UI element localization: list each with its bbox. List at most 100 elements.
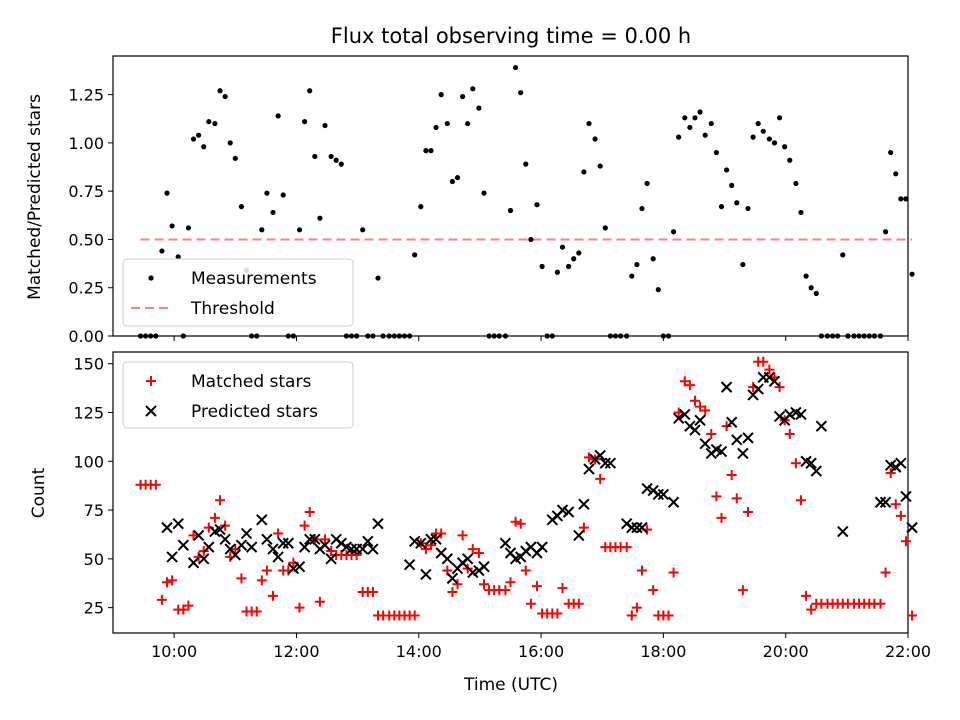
measurement-point [137, 333, 144, 339]
matched-stars-point [706, 428, 717, 439]
predicted-stars-point [272, 551, 284, 563]
measurement-point [444, 120, 450, 127]
measurement-point [275, 113, 281, 119]
predicted-stars-point [187, 557, 200, 569]
matched-stars-point [595, 473, 606, 484]
measurement-point [227, 140, 233, 146]
predicted-stars-point [446, 572, 459, 585]
measurement-point [829, 333, 836, 339]
predicted-stars-point [837, 525, 849, 538]
measurement-point [624, 333, 630, 339]
predicted-stars-point [815, 420, 828, 432]
measurement-point [153, 333, 159, 339]
measurement-point [882, 229, 889, 235]
predicted-stars-point [895, 457, 907, 469]
matched-stars-point [188, 530, 199, 541]
measurement-point [559, 244, 566, 250]
measurement-point [254, 333, 260, 339]
matched-stars-point [150, 479, 161, 490]
predicted-stars-point [177, 539, 190, 551]
measurement-point [581, 169, 587, 175]
measurement-point [835, 333, 841, 339]
predicted-stars-point [219, 533, 231, 546]
predicted-stars-point [657, 488, 670, 501]
matched-stars-point [457, 530, 468, 541]
predicted-stars-point [636, 521, 648, 534]
matched-stars-point [215, 495, 226, 506]
predicted-stars-point [699, 438, 711, 450]
measurement-point [650, 256, 656, 262]
measurement-point [375, 275, 381, 281]
measurement-point [360, 227, 366, 233]
matched-stars-point [742, 507, 753, 518]
matched-stars-point [167, 575, 178, 586]
measurement-point [861, 333, 867, 339]
measurement-point [571, 256, 577, 262]
measurement-point [169, 223, 175, 229]
measurement-point [459, 93, 466, 100]
predicted-stars-point [679, 408, 691, 421]
predicted-stars-point [293, 560, 306, 573]
measurement-point [660, 333, 666, 339]
bottom-x-tick-label: 22:00 [885, 642, 931, 661]
measurement-point [343, 333, 350, 339]
measurement-point [755, 120, 761, 127]
matched-stars-point [758, 356, 769, 367]
matched-stars-point [695, 401, 706, 412]
measurement-point [449, 178, 456, 185]
measurement-point [164, 190, 170, 196]
bottom-y-tick-label: 150 [73, 355, 104, 374]
matched-stars-point [515, 518, 526, 529]
predicted-stars-point [626, 521, 638, 534]
predicted-stars-point [256, 514, 268, 526]
predicted-stars-point [499, 537, 512, 549]
measurement-point [702, 132, 708, 138]
measurement-point [496, 333, 502, 339]
predicted-stars-point [631, 521, 643, 534]
bottom-x-tick-label: 10:00 [151, 642, 197, 661]
measurement-point [871, 333, 877, 339]
matched-stars-point [573, 598, 584, 609]
matched-stars-point [552, 608, 563, 619]
measurement-point [798, 209, 804, 216]
matched-stars-point [726, 469, 737, 480]
predicted-stars-point [478, 560, 490, 573]
matched-stars-point [784, 428, 795, 439]
top-y-tick-label: 1.00 [68, 134, 104, 153]
measurement-point [565, 263, 572, 270]
measurement-point [353, 333, 360, 339]
bottom-y-tick-label: 125 [73, 403, 104, 422]
matched-stars-point [447, 587, 458, 598]
measurement-point [782, 144, 788, 150]
measurement-point [607, 333, 613, 339]
matched-stars-point [557, 583, 568, 594]
matched-stars-point [409, 610, 420, 621]
matched-stars-point [304, 507, 315, 518]
measurement-point [380, 333, 386, 339]
measurement-point [338, 161, 344, 167]
measurement-point [713, 149, 719, 156]
matched-stars-point [178, 604, 189, 615]
matched-stars-point [711, 491, 722, 502]
top-y-tick-label: 0.00 [68, 327, 104, 346]
measurement-point [793, 180, 799, 187]
predicted-stars-point [652, 488, 664, 501]
measurement-point [285, 333, 291, 339]
measurement-point [328, 153, 334, 160]
measurement-point [634, 261, 640, 268]
predicted-stars-point [689, 424, 701, 436]
predicted-stars-point [737, 447, 749, 460]
measurement-point [692, 115, 698, 121]
measurement-point [856, 333, 862, 339]
predicted-stars-point [752, 383, 764, 395]
matched-stars-point [314, 596, 325, 607]
bottom-legend-label: Matched stars [191, 372, 311, 392]
matched-stars-point [907, 610, 918, 621]
measurement-point [196, 132, 202, 138]
measurement-point [639, 205, 645, 212]
predicted-stars-point [599, 457, 611, 469]
matched-stars-point [626, 610, 637, 621]
bottom-y-tick-label: 75 [84, 501, 104, 520]
measurement-point [270, 209, 276, 216]
measurement-point [470, 86, 476, 92]
